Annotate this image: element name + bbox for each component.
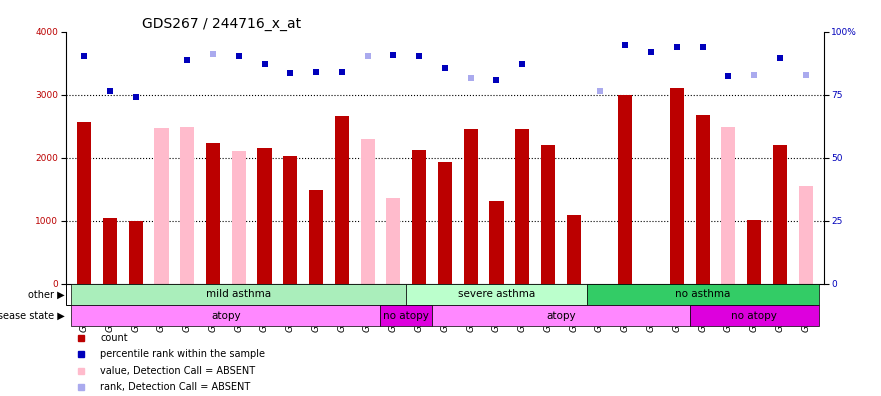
Bar [257, 148, 271, 284]
Bar [71, 284, 406, 305]
Bar [232, 151, 246, 284]
Text: atopy: atopy [546, 311, 575, 321]
Text: no asthma: no asthma [675, 289, 730, 299]
Bar [129, 221, 143, 284]
Bar [360, 139, 374, 284]
Text: no atopy: no atopy [383, 311, 429, 321]
Bar [412, 150, 426, 284]
Bar [283, 156, 298, 284]
Bar [463, 129, 478, 284]
Bar [722, 127, 736, 284]
Bar [566, 215, 581, 284]
Text: value, Detection Call = ABSENT: value, Detection Call = ABSENT [100, 366, 255, 376]
Bar [618, 95, 633, 284]
Bar [432, 305, 690, 326]
Bar [103, 218, 117, 284]
Bar [335, 116, 349, 284]
Text: count: count [100, 333, 128, 343]
Bar [381, 305, 432, 326]
Bar [695, 115, 710, 284]
Text: GDS267 / 244716_x_at: GDS267 / 244716_x_at [142, 17, 301, 30]
Bar [747, 220, 761, 284]
Text: severe asthma: severe asthma [458, 289, 535, 299]
Bar [180, 127, 195, 284]
Bar [489, 201, 504, 284]
Bar [406, 284, 587, 305]
Bar [309, 190, 323, 284]
Bar [71, 305, 381, 326]
Bar [541, 145, 555, 284]
Bar [206, 143, 220, 284]
Text: rank, Detection Call = ABSENT: rank, Detection Call = ABSENT [100, 382, 250, 392]
Bar [587, 284, 818, 305]
Text: disease state ▶: disease state ▶ [0, 311, 64, 321]
Bar [438, 162, 452, 284]
Bar [154, 128, 168, 284]
Text: other ▶: other ▶ [27, 289, 64, 299]
Bar [798, 186, 813, 284]
Text: mild asthma: mild asthma [206, 289, 271, 299]
Bar [386, 198, 401, 284]
Text: no atopy: no atopy [731, 311, 777, 321]
Text: atopy: atopy [211, 311, 241, 321]
Text: percentile rank within the sample: percentile rank within the sample [100, 349, 265, 359]
Bar [773, 145, 787, 284]
Bar [77, 122, 92, 284]
Bar [690, 305, 818, 326]
Bar [515, 129, 529, 284]
Bar [670, 88, 684, 284]
